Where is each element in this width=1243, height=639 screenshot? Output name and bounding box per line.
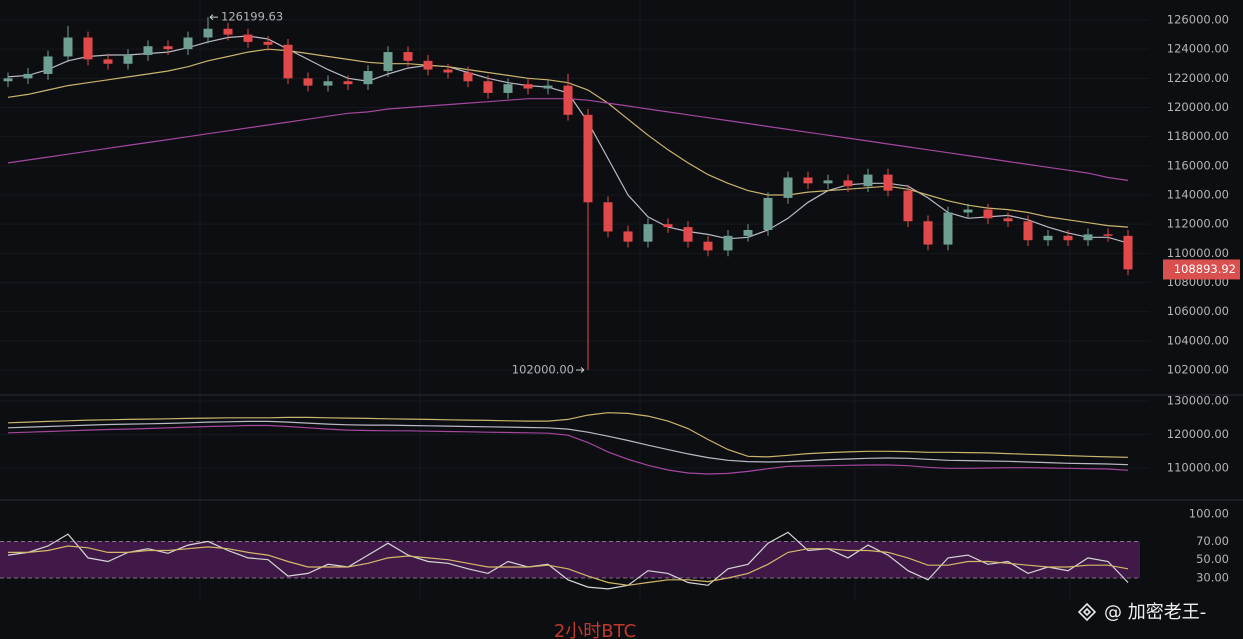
high-label: 126199.63: [221, 10, 283, 24]
candle-body: [1123, 235, 1133, 270]
y-tick-label: 110000.00: [1167, 461, 1229, 475]
y-tick-label: 112000.00: [1167, 217, 1229, 231]
marker-arrow: [576, 367, 585, 373]
candle-body: [83, 37, 93, 60]
y-tick-label: 104000.00: [1167, 333, 1229, 347]
candle-body: [743, 229, 753, 236]
candle-body: [1063, 235, 1073, 241]
candle-body: [763, 197, 773, 230]
candle-body: [1103, 234, 1113, 236]
series-line: [8, 545, 1129, 586]
candle-body: [23, 73, 33, 79]
last-price-label: 108893.92: [1174, 262, 1236, 276]
candle-body: [643, 224, 653, 242]
candle-body: [183, 37, 193, 50]
y-tick-label: 120000.00: [1167, 100, 1229, 114]
y-tick-label: 122000.00: [1167, 71, 1229, 85]
candle-body: [3, 78, 13, 82]
candle-body: [263, 41, 273, 45]
candle-body: [823, 180, 833, 184]
low-label: 102000.00: [512, 363, 574, 377]
candle-body: [463, 72, 473, 82]
marker-arrow: [209, 14, 218, 20]
plot-layer: 102000.00104000.00106000.00108000.001100…: [0, 10, 1240, 590]
y-tick-label: 116000.00: [1167, 158, 1229, 172]
candle-body: [863, 174, 873, 187]
last-price-box: [1163, 259, 1240, 280]
candle-body: [883, 174, 893, 191]
candle-body: [223, 28, 233, 35]
series-line: [7, 424, 1129, 475]
candle-body: [283, 44, 293, 79]
y-tick-label: 126000.00: [1167, 12, 1229, 26]
candle-body: [143, 46, 153, 55]
watermark: @ 加密老王-: [1104, 602, 1206, 623]
candle-body: [603, 202, 613, 232]
series-line: [7, 412, 1129, 458]
y-tick-label: 50.00: [1196, 552, 1229, 566]
y-tick-label: 118000.00: [1167, 129, 1229, 143]
candle-body: [1003, 218, 1013, 222]
candle-body: [423, 60, 433, 70]
candle-body: [843, 180, 853, 187]
y-tick-label: 114000.00: [1167, 187, 1229, 201]
candle-body: [983, 209, 993, 219]
candle-body: [1043, 235, 1053, 241]
y-tick-label: 100.00: [1189, 506, 1229, 520]
candle-body: [503, 84, 513, 93]
candle-body: [783, 177, 793, 198]
candle-body: [1083, 234, 1093, 241]
watermark-icon: [1077, 602, 1097, 622]
y-tick-label: 124000.00: [1167, 42, 1229, 56]
candle-body: [563, 85, 573, 115]
candle-body: [43, 56, 53, 74]
candle-body: [903, 190, 913, 222]
candle-body: [1023, 221, 1033, 241]
candle-body: [383, 52, 393, 72]
candle-body: [203, 28, 213, 38]
caption: 2小时BTC: [554, 621, 636, 639]
candle-body: [163, 46, 173, 50]
candle-body: [63, 37, 73, 57]
y-tick-label: 102000.00: [1167, 363, 1229, 377]
candle-body: [943, 212, 953, 245]
rsi-band: [0, 541, 1140, 578]
candle-body: [723, 235, 733, 251]
y-tick-label: 70.00: [1196, 534, 1229, 548]
series-line: [7, 420, 1129, 466]
candle-body: [923, 221, 933, 245]
candle-body: [523, 84, 533, 89]
candle-body: [363, 71, 373, 85]
y-tick-label: 110000.00: [1167, 246, 1229, 260]
candle-body: [123, 54, 133, 64]
candle-body: [483, 81, 493, 93]
y-tick-label: 106000.00: [1167, 304, 1229, 318]
y-tick-label: 130000.00: [1167, 393, 1229, 407]
candle-body: [623, 231, 633, 242]
y-tick-label: 120000.00: [1167, 427, 1229, 441]
candle-body: [803, 177, 813, 184]
candle-body: [963, 209, 973, 213]
candle-body: [343, 81, 353, 85]
y-tick-label: 30.00: [1196, 570, 1229, 584]
candle-body: [403, 52, 413, 61]
candle-body: [683, 227, 693, 242]
candle-body: [443, 69, 453, 73]
candle-body: [583, 114, 593, 203]
candle-body: [303, 78, 313, 86]
candle-body: [103, 59, 113, 64]
candle-body: [543, 85, 553, 89]
candle-body: [703, 241, 713, 251]
candle-body: [243, 34, 253, 42]
candle-body: [663, 224, 673, 228]
candle-body: [323, 81, 333, 86]
